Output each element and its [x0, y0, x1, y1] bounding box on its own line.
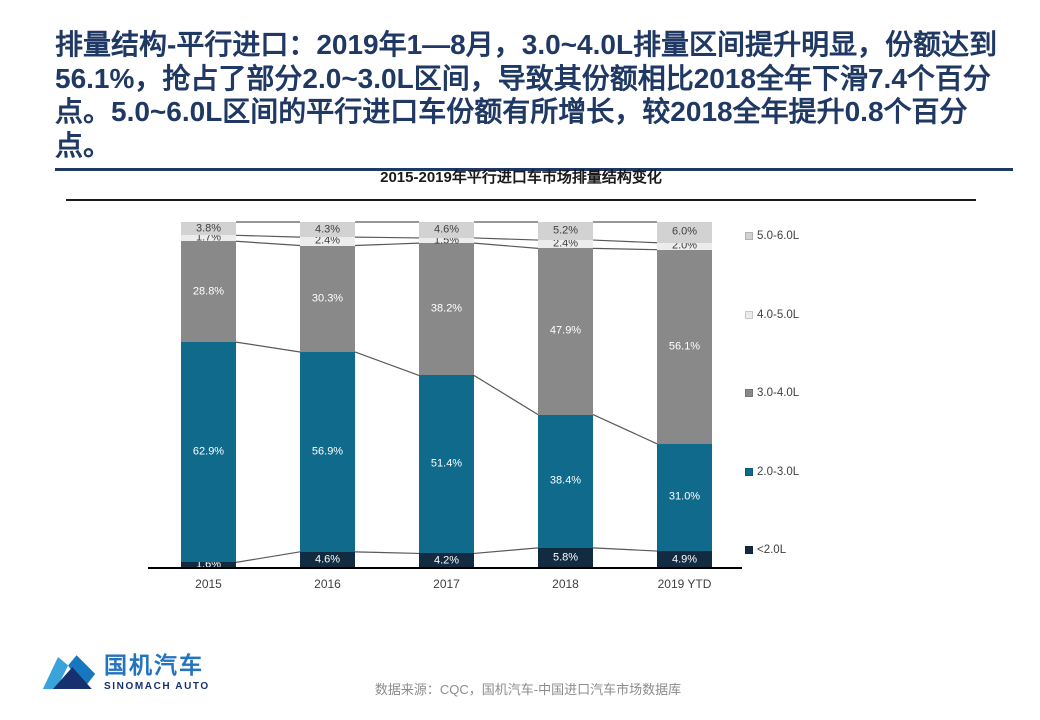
data-source-note: 数据来源：CQC，国机汽车-中国进口汽车市场数据库: [374, 682, 682, 697]
connector-line: [354, 351, 420, 376]
bar-segment: [181, 241, 236, 343]
connector-line: [354, 242, 420, 247]
bar-segment-label: 1.7%: [195, 231, 222, 244]
x-axis-label: 2015: [195, 577, 222, 591]
bar-segment-label: 4.6%: [314, 553, 341, 566]
bar-segment-label: 4.6%: [433, 223, 460, 236]
bar-segment: [419, 222, 474, 238]
legend-item: 3.0-4.0L: [745, 387, 799, 399]
bar-segment: [538, 547, 593, 568]
legend-label: 4.0-5.0L: [757, 308, 800, 321]
legend-item: 5.0-6.0L: [745, 230, 799, 242]
bar-segment-label: 5.2%: [552, 224, 579, 237]
bar-segment-label: 2.4%: [314, 234, 341, 247]
legend-label: 2.0-3.0L: [757, 465, 800, 478]
legend-swatch: [745, 310, 753, 319]
bar-segment-label: 51.4%: [430, 457, 463, 470]
x-axis-label: 2017: [433, 577, 460, 591]
chart-title: 2015-2019年平行进口车市场排量结构变化: [380, 169, 662, 186]
bar-segment-label: 2.0%: [671, 239, 698, 252]
bar-segment: [181, 562, 236, 568]
bar-segment-label: 4.3%: [314, 223, 341, 236]
bar-segment-label: 3.8%: [195, 222, 222, 235]
bar-segment-label: 56.1%: [668, 340, 701, 353]
x-axis-label: 2018: [552, 577, 579, 591]
bar-segment: [300, 351, 355, 552]
chart-title-rule: [66, 199, 976, 201]
legend-swatch: [745, 546, 753, 554]
bar-segment: [657, 443, 712, 552]
bar-segment: [538, 240, 593, 249]
bar-segment: [538, 248, 593, 415]
connector-line: [592, 414, 658, 445]
connector-line: [235, 240, 301, 247]
connector-line: [473, 547, 539, 555]
legend-label: <2.0L: [757, 544, 787, 556]
bar-segment: [181, 235, 236, 242]
bar-segment: [657, 222, 712, 243]
bar-segment-label: 6.0%: [671, 225, 698, 238]
connector-line: [592, 247, 658, 251]
connector-line: [473, 374, 539, 416]
connector-line: [235, 234, 301, 238]
bar-segment-label: 38.2%: [430, 302, 463, 315]
bar-segment: [419, 375, 474, 554]
connector-line: [592, 547, 658, 552]
company-logo: 国机汽车 SINOMACH AUTO: [42, 650, 210, 696]
bar-segment: [300, 551, 355, 568]
bar-segment: [300, 245, 355, 352]
x-axis-label: 2019 YTD: [657, 577, 712, 591]
bar-segment: [181, 342, 236, 563]
connector-line: [235, 551, 301, 563]
bar-segment-label: 4.9%: [671, 553, 698, 566]
legend-item: 2.0-3.0L: [745, 466, 799, 478]
legend-label: 3.0-4.0L: [757, 387, 800, 399]
bar-segment-label: 1.5%: [433, 234, 460, 247]
bar-segment: [300, 237, 355, 246]
legend-swatch: [745, 232, 753, 240]
legend-item: 4.0-5.0L: [745, 309, 799, 321]
bar-segment-label: 2.4%: [552, 237, 579, 250]
bar-segment: [419, 237, 474, 244]
connector-line: [592, 239, 658, 244]
bar-segment: [419, 553, 474, 568]
connector-line: [354, 551, 420, 555]
logo-name-chinese: 国机汽车: [104, 652, 204, 678]
bar-segment: [657, 242, 712, 250]
x-axis-line: [148, 567, 742, 569]
sinomach-logo-icon: [42, 655, 96, 690]
bar-segment-label: 28.8%: [192, 285, 225, 298]
bar-segment-label: 4.2%: [433, 554, 460, 567]
bar-segment: [419, 243, 474, 376]
connector-line: [235, 341, 301, 353]
bar-segment: [300, 222, 355, 238]
logo-name-english: SINOMACH AUTO: [104, 681, 210, 692]
bar-segment-label: 47.9%: [549, 324, 582, 337]
bar-segment-label: 38.4%: [549, 474, 582, 487]
legend-swatch: [745, 389, 753, 397]
bar-segment-label: 56.9%: [311, 445, 344, 458]
bar-segment-label: 5.8%: [552, 551, 579, 564]
connector-line: [354, 236, 420, 239]
bar-segment-label: 30.3%: [311, 292, 344, 305]
bar-segment-label: 31.0%: [668, 490, 701, 503]
legend-swatch: [745, 467, 753, 476]
bar-segment-label: 62.9%: [192, 445, 225, 458]
bar-segment-label: 1.6%: [195, 558, 222, 571]
legend-label: 5.0-6.0L: [757, 230, 800, 242]
connector-line: [473, 242, 539, 249]
bar-segment: [657, 249, 712, 444]
bar-segment: [538, 414, 593, 548]
x-axis-label: 2016: [314, 577, 341, 591]
bar-segment: [538, 222, 593, 241]
bar-segment: [181, 222, 236, 236]
legend-item: <2.0L: [745, 544, 786, 556]
connector-line: [473, 237, 539, 241]
bar-segment: [657, 551, 712, 568]
page-headline: 排量结构-平行进口：2019年1—8月，3.0~4.0L排量区间提升明显，份额达…: [55, 28, 1013, 172]
